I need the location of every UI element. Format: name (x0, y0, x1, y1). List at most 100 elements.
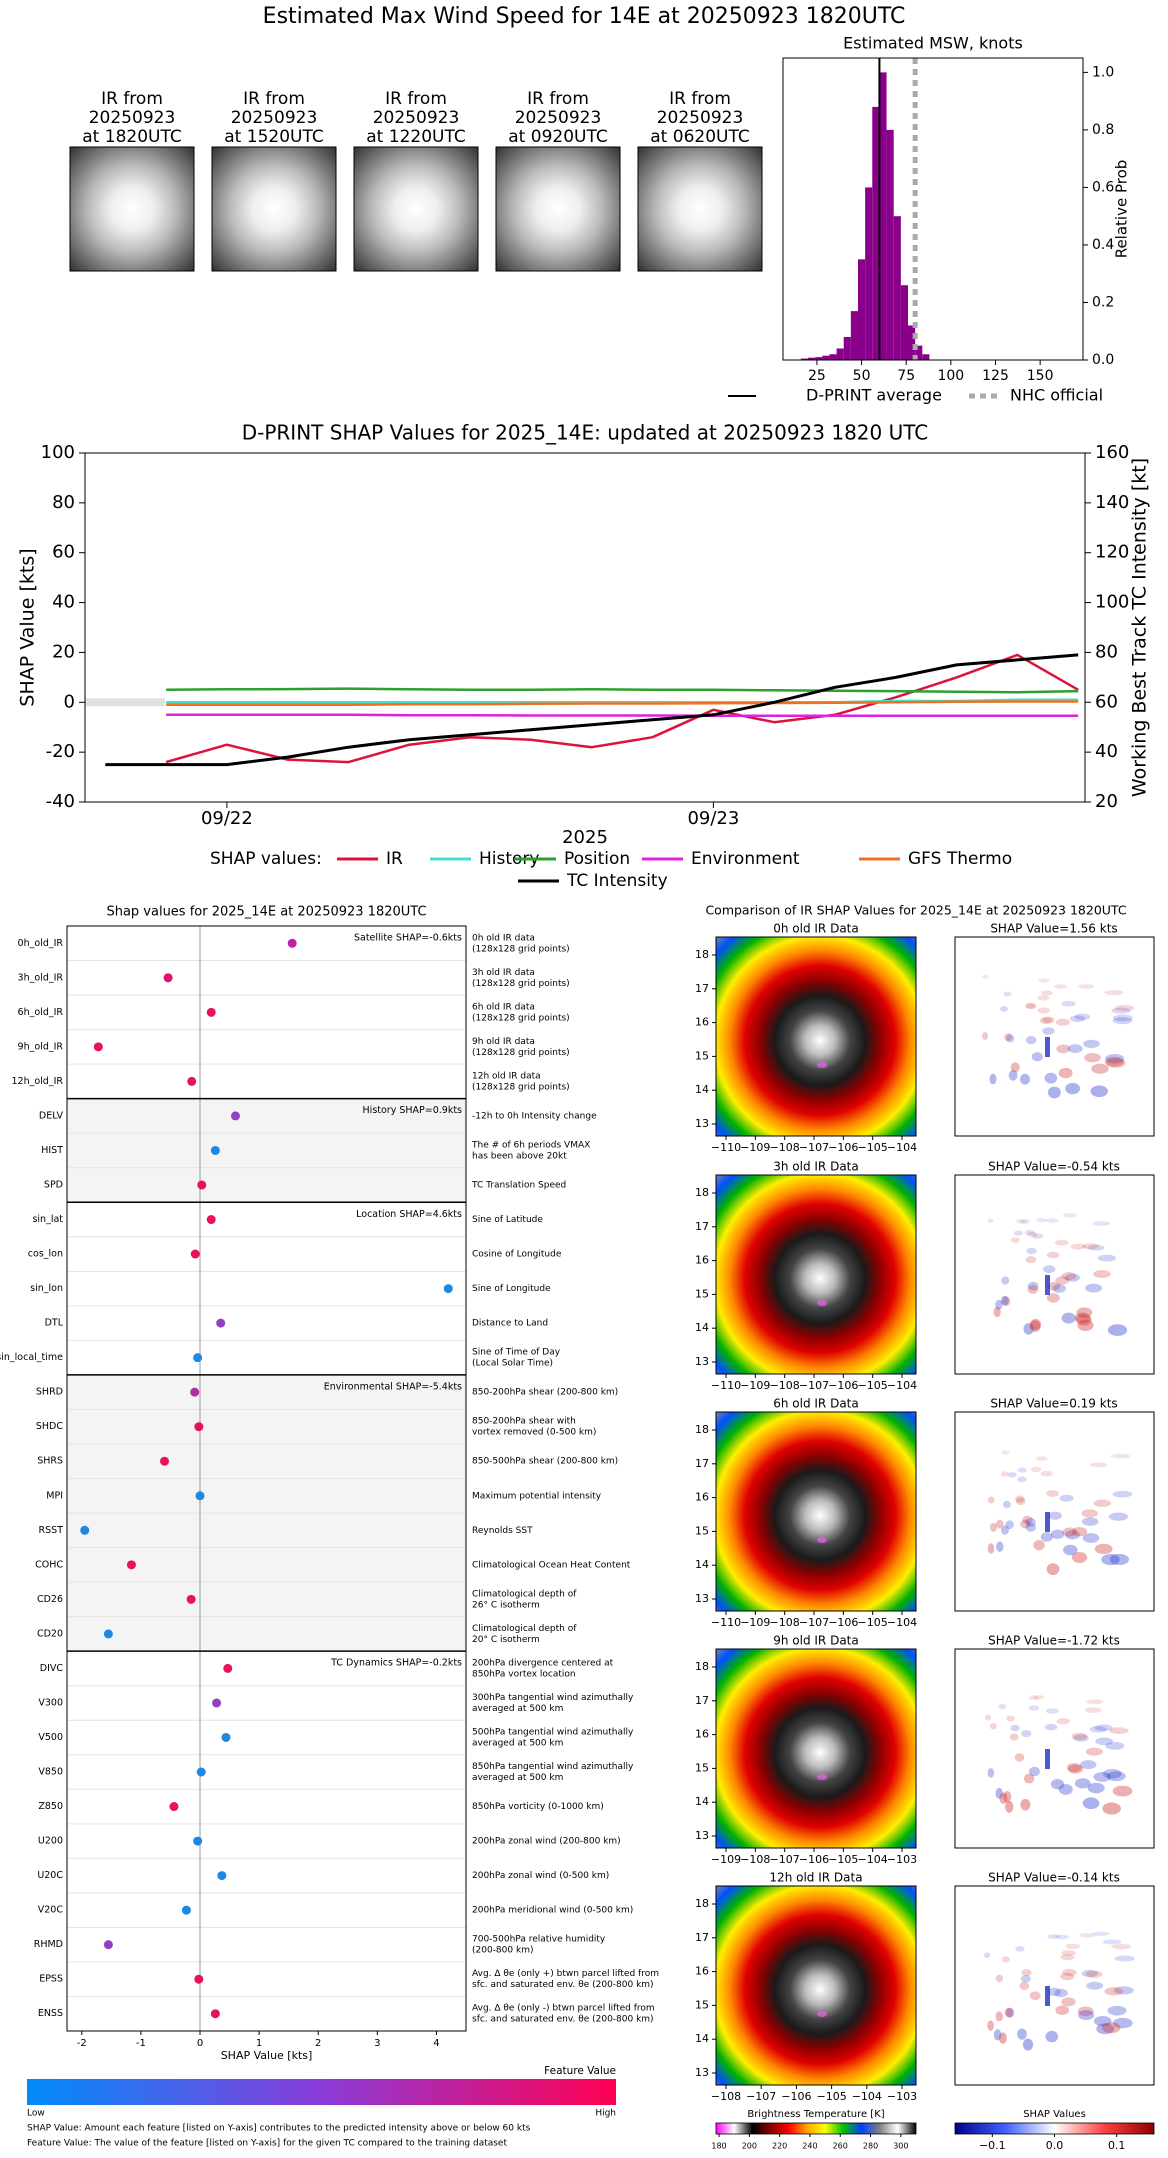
shap-blob (1017, 2028, 1027, 2040)
shap-blob (1047, 1934, 1061, 1939)
chart-title: D-PRINT SHAP Values for 2025_14E: update… (242, 421, 929, 445)
x-tick-label: 2 (315, 2038, 321, 2049)
x-axis-label: SHAP Value [kts] (221, 2049, 313, 2062)
feature-label: 3h_old_IR (18, 972, 64, 983)
feature-description: 9h old IR data (472, 1037, 535, 1047)
lat-tick-label: 17 (695, 1220, 709, 1233)
feature-description: averaged at 500 km (472, 1704, 563, 1714)
shap-blob (1056, 1044, 1071, 1054)
hist-bar (800, 358, 808, 360)
shap-blob (1040, 1532, 1053, 1542)
shap-dot (216, 1318, 226, 1328)
feature-description: (128x128 grid points) (472, 979, 570, 989)
shap-blob (1042, 1027, 1055, 1035)
feature-label: V300 (38, 1697, 63, 1708)
shap-blob (987, 2020, 994, 2031)
y2-tick-label: 80 (1095, 641, 1118, 662)
shap-blob (1083, 1039, 1100, 1049)
colorbar-tick-label: 0.0 (1046, 2139, 1064, 2152)
shap-blob (1010, 1237, 1020, 1243)
shap-blob (1047, 1987, 1061, 1997)
y2-tick-label: 60 (1095, 691, 1118, 712)
shap-blob (1055, 1276, 1070, 1285)
feature-description: 850hPa tangential wind azimuthally (472, 1762, 634, 1772)
shap-blob (1022, 2038, 1034, 2051)
shap-blob (1050, 1529, 1065, 1539)
lat-tick-label: 17 (695, 1694, 709, 1707)
shap-blob (1037, 995, 1050, 1001)
shap-blob (1102, 1939, 1122, 1945)
hist-bar (822, 355, 830, 360)
ir-image (715, 936, 917, 1137)
chart-title: Shap values for 2025_14E at 20250923 182… (106, 905, 426, 920)
thumbnail-title: IR from (101, 89, 163, 109)
x-tick-label: 0 (197, 2038, 203, 2049)
feature-label: HIST (41, 1145, 63, 1156)
shap-blob (998, 1703, 1007, 1710)
shap-blob (1000, 1295, 1009, 1306)
lon-tick-label: −105 (828, 1853, 858, 1866)
lat-tick-label: 13 (695, 1117, 709, 1130)
shap-blob (1040, 1470, 1053, 1477)
shap-blob (1052, 1284, 1067, 1293)
feature-label: 9h_old_IR (18, 1041, 64, 1052)
y2-tick-label: 140 (1095, 492, 1129, 513)
shap-blob (1020, 1798, 1031, 1811)
y-tick-label: 60 (52, 542, 75, 563)
lon-tick-label: −110 (711, 1616, 741, 1629)
shap-blob (1046, 1251, 1060, 1259)
y2-axis-label: Working Best Track TC Intensity [kt] (1129, 458, 1151, 797)
feature-description: averaged at 500 km (472, 1738, 563, 1748)
hist-bar (808, 357, 816, 360)
shap-blob (1108, 1512, 1129, 1521)
shap-blob (1112, 1017, 1133, 1025)
lon-tick-label: −109 (740, 1141, 770, 1154)
shap-blob (982, 975, 988, 979)
feature-description: sfc. and saturated env. θe (200-800 km) (472, 1980, 654, 1990)
shap-core (1045, 1986, 1050, 2006)
feature-description: Sine of Longitude (472, 1284, 551, 1294)
shap-blob (1085, 1283, 1103, 1293)
lon-tick-label: −106 (828, 1379, 858, 1392)
y-tick-label: 40 (52, 592, 75, 613)
shap-blob (1045, 1218, 1059, 1223)
feature-description: 200hPa divergence centered at (472, 1658, 614, 1668)
feature-description: Climatological depth of (472, 1624, 577, 1634)
shap-blob (1020, 1975, 1031, 1983)
feature-description: Avg. Δ θe (only +) btwn parcel lifted fr… (472, 1969, 659, 1979)
feature-description: 200hPa meridional wind (0-500 km) (472, 1906, 633, 1916)
lon-tick-label: −107 (799, 1616, 829, 1629)
shap-blob (1061, 1312, 1076, 1324)
shap-dot (210, 1145, 220, 1155)
lon-tick-label: −107 (799, 1379, 829, 1392)
lat-tick-label: 18 (695, 948, 709, 961)
shap-dot (212, 1698, 222, 1708)
shap-blob (1112, 1490, 1133, 1498)
shap-blob (1030, 1318, 1042, 1331)
shap-blob (984, 1714, 992, 1721)
shap-image (954, 1174, 1155, 1375)
colorbar-tick-label: 300 (893, 2142, 908, 2151)
colorbar-tick-label: 260 (833, 2142, 848, 2151)
shap-blob (1009, 1733, 1019, 1741)
shap-dot (443, 1284, 453, 1294)
shap-dot (193, 1353, 203, 1363)
shap-blob (1065, 1082, 1081, 1095)
shap-title: SHAP Value=-1.72 kts (988, 1634, 1120, 1648)
x-tick-label: 75 (897, 368, 915, 384)
shap-blob (1001, 1956, 1010, 1963)
lat-tick-label: 17 (695, 1457, 709, 1470)
shap-blob (1001, 1276, 1010, 1285)
thumbnail-title: at 0920UTC (508, 127, 607, 147)
feature-label: CD20 (37, 1628, 63, 1639)
eye-marker (817, 1062, 827, 1068)
shap-blob (1000, 1525, 1009, 1535)
shap-blob (1080, 1760, 1097, 1770)
feature-description: 850-200hPa shear (200-800 km) (472, 1388, 618, 1398)
shap-blob (1087, 1244, 1105, 1251)
feature-label: 6h_old_IR (18, 1007, 64, 1018)
footnote: SHAP Value: Amount each feature [listed … (27, 2124, 531, 2134)
shap-blob (999, 1792, 1008, 1804)
ir-image (715, 1411, 917, 1612)
